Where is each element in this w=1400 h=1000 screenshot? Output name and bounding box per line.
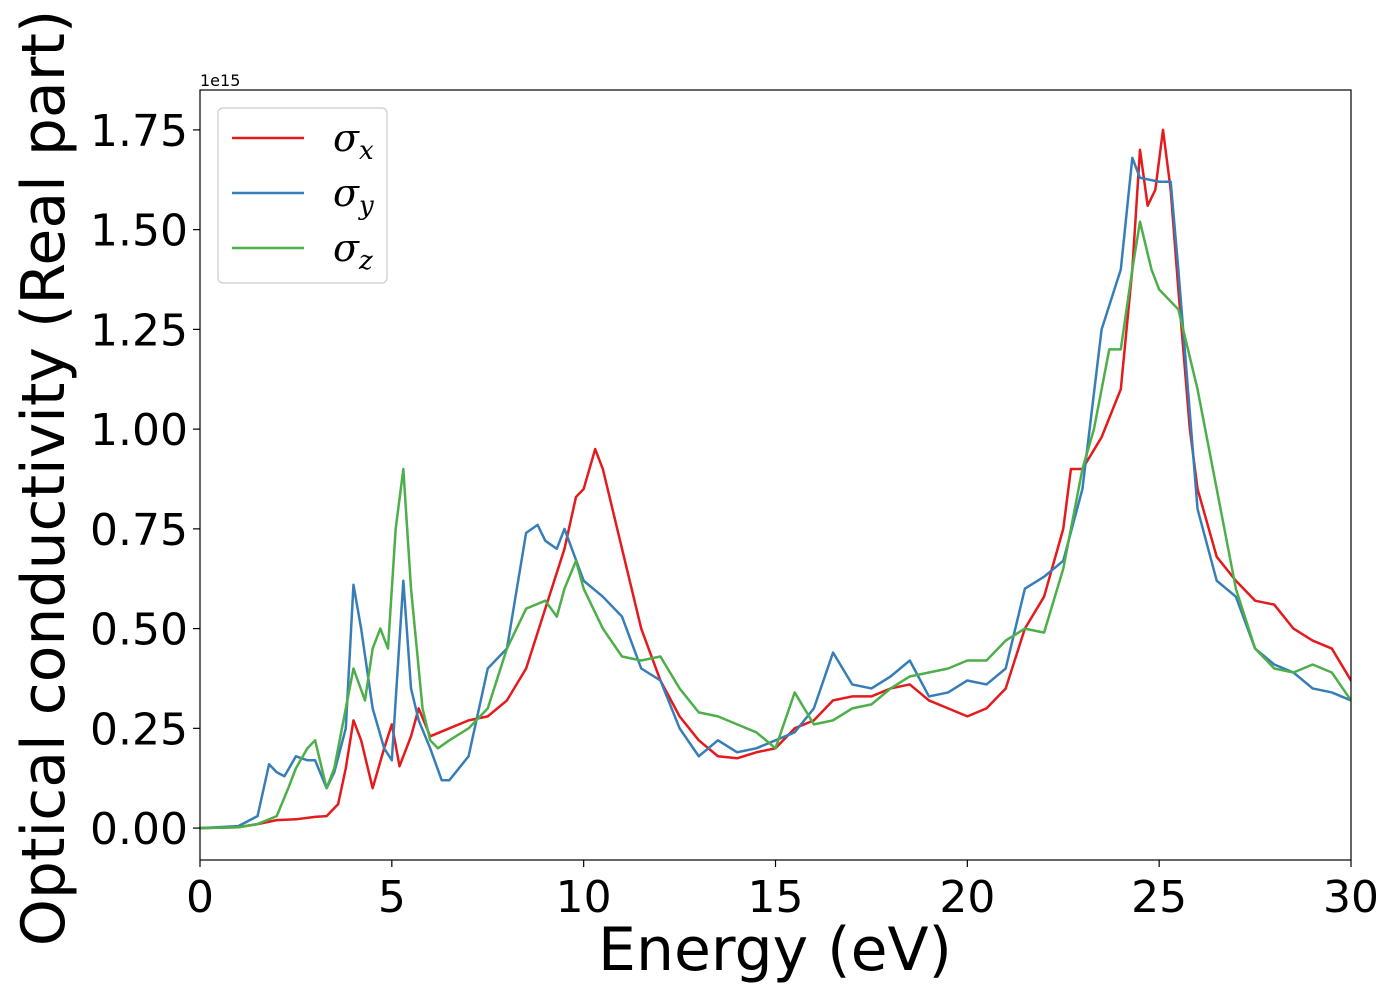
series-line-z (200, 220, 1351, 830)
legend-label-z: σz (333, 226, 373, 276)
x-tick-label: 30 (1323, 872, 1379, 923)
y-tick-label: 1.00 (90, 405, 188, 456)
y-tick-label: 1.75 (90, 106, 188, 157)
x-axis-label: Energy (eV) (598, 915, 952, 985)
x-tick-label: 25 (1131, 872, 1187, 923)
series-layer (200, 128, 1351, 830)
y-axis: 0.00 0.25 0.50 0.75 1.00 1.25 1.50 1.75 (90, 106, 200, 855)
legend-label-x: σx (333, 116, 374, 166)
series-line-y (200, 156, 1351, 830)
x-tick-label: 20 (939, 872, 995, 923)
legend-label-y: σy (333, 171, 374, 221)
y-axis-label: Optical conductivity (Real part) (9, 10, 79, 947)
series-line-x (200, 128, 1351, 830)
y-tick-label: 0.00 (90, 804, 188, 855)
x-tick-label: 0 (186, 872, 214, 923)
x-tick-label: 10 (556, 872, 612, 923)
y-tick-label: 0.50 (90, 605, 188, 656)
y-tick-label: 0.75 (90, 505, 188, 556)
x-axis: 0 5 10 15 20 25 30 (186, 860, 1379, 923)
y-offset-label: 1e15 (200, 71, 240, 90)
y-tick-label: 1.50 (90, 206, 188, 257)
y-tick-label: 1.25 (90, 305, 188, 356)
y-tick-label: 0.25 (90, 704, 188, 755)
legend-box (217, 107, 388, 284)
x-tick-label: 15 (748, 872, 804, 923)
x-tick-label: 5 (378, 872, 406, 923)
